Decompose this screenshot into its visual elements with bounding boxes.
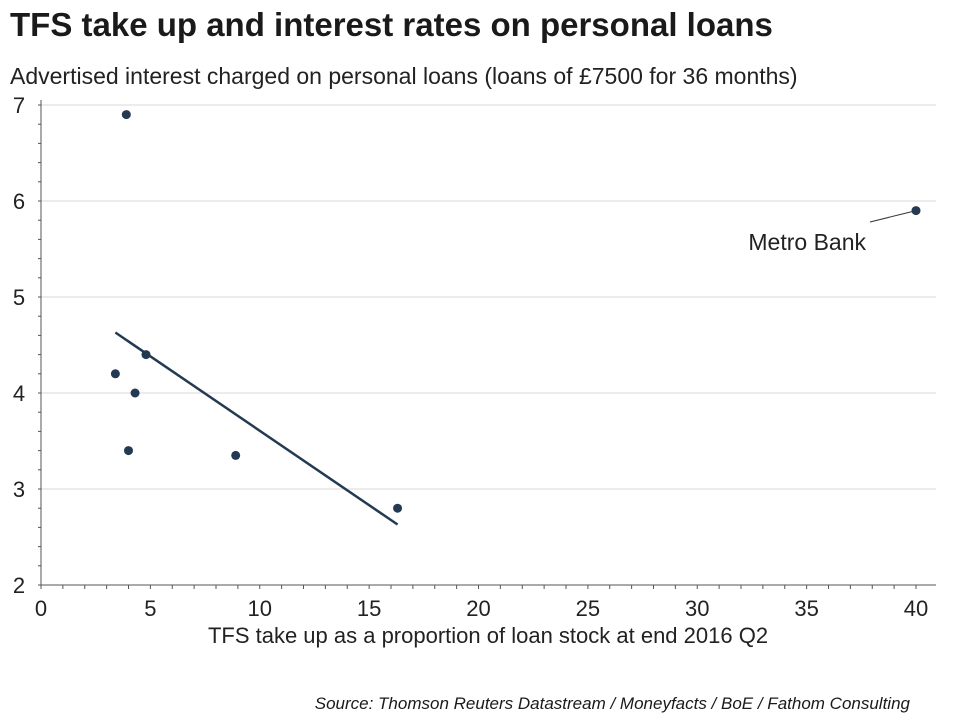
data-point [231, 450, 241, 460]
x-tick-label: 5 [144, 596, 156, 621]
chart-subtitle: Advertised interest charged on personal … [10, 63, 798, 89]
trendline [114, 331, 399, 526]
source-note: Source: Thomson Reuters Datastream / Mon… [314, 694, 910, 713]
data-point [393, 503, 403, 513]
data-points [110, 110, 921, 513]
annotation-metro-bank: Metro Bank [748, 229, 866, 255]
data-point [124, 446, 133, 456]
x-axis-label: TFS take up as a proportion of loan stoc… [208, 623, 768, 648]
data-point [110, 369, 120, 379]
x-tick-label: 30 [685, 596, 709, 621]
y-tick-label: 3 [13, 477, 25, 502]
data-point [130, 388, 140, 398]
annotation-leader [869, 211, 913, 223]
chart-title: TFS take up and interest rates on person… [10, 6, 773, 43]
y-tick-label: 4 [13, 381, 25, 406]
data-point [141, 350, 151, 360]
x-tick-label: 35 [794, 596, 818, 621]
y-tick-label: 2 [13, 573, 25, 598]
x-tick-label: 20 [466, 596, 490, 621]
gridlines [41, 104, 936, 490]
axes [38, 100, 936, 589]
x-tick-label: 40 [904, 596, 928, 621]
y-tick-label: 7 [13, 93, 25, 118]
trendline-group [114, 331, 399, 526]
data-point [121, 110, 131, 120]
x-tick-label: 0 [35, 596, 47, 621]
y-tick-labels: 2 3 4 5 6 7 [13, 93, 25, 598]
x-tick-labels: 0 5 10 15 20 25 30 35 40 [35, 596, 928, 621]
y-tick-label: 5 [13, 285, 25, 310]
annotations: Metro Bank [748, 211, 913, 255]
x-tick-label: 25 [576, 596, 600, 621]
y-tick-label: 6 [13, 189, 25, 214]
x-tick-label: 10 [248, 596, 272, 621]
x-tick-label: 15 [357, 596, 381, 621]
data-point [911, 206, 921, 216]
